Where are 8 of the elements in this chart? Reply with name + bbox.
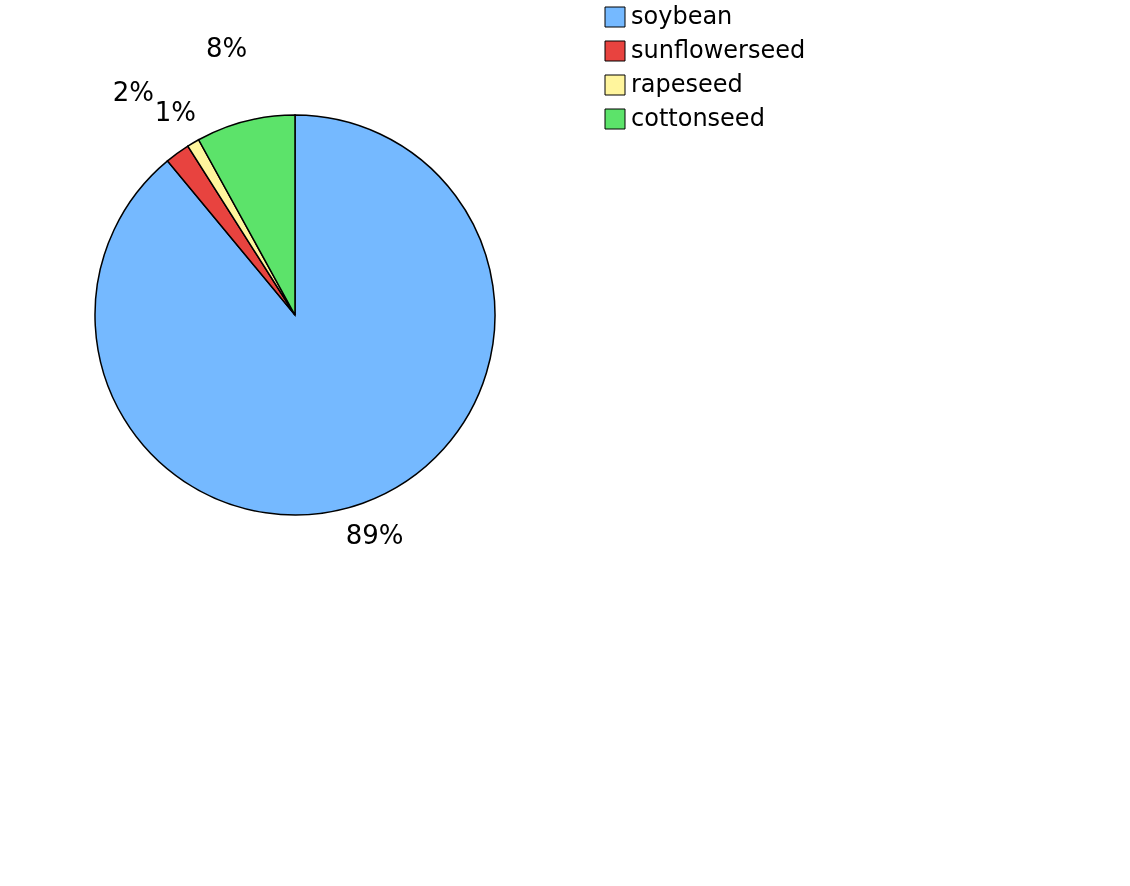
data-label: 8% xyxy=(205,32,248,63)
data-label: 1% xyxy=(154,96,196,127)
data-label: 89% xyxy=(345,520,404,551)
legend-label: sunflowerseed xyxy=(631,36,806,64)
legend-label: soybean xyxy=(631,2,733,30)
data-label: 2% xyxy=(112,76,154,107)
legend-label: cottonseed xyxy=(631,104,765,132)
legend-label: rapeseed xyxy=(631,70,743,98)
